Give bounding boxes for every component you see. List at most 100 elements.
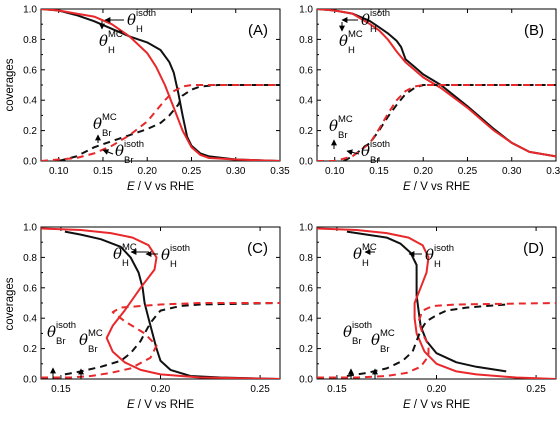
theta-superscript: MC bbox=[348, 29, 363, 40]
x-tick-label: 0.20 bbox=[137, 166, 157, 177]
theta-superscript: MC bbox=[102, 112, 117, 123]
theta-symbol: θ bbox=[361, 11, 370, 29]
theta-symbol: θ bbox=[115, 142, 124, 160]
theta-subscript: Br bbox=[102, 128, 112, 139]
theta-symbol: θ bbox=[329, 117, 338, 135]
theta-superscript: isoth bbox=[170, 243, 190, 254]
dashed-red-series bbox=[41, 302, 280, 379]
theta-subscript: Br bbox=[370, 155, 380, 166]
x-tick-label: 0.35 bbox=[546, 166, 560, 177]
panel-a: 0.0 0.2 0.4 0.6 0.8 1.0 0.10 0.15 0.20 0.25 0.30 0.… bbox=[23, 5, 290, 194]
theta-superscript: isoth bbox=[124, 139, 144, 150]
x-tick-label: 0.30 bbox=[502, 166, 522, 177]
theta-symbol: θ bbox=[79, 331, 88, 349]
x-axis-label: E / V vs RHE bbox=[403, 399, 470, 411]
dashed-red-series bbox=[317, 84, 556, 161]
y-tick-label: 1.0 bbox=[23, 5, 37, 16]
x-tick-label: 0.20 bbox=[413, 166, 433, 177]
x-tick-label: 0.10 bbox=[49, 166, 69, 177]
x-tick-label: 0.25 bbox=[526, 384, 546, 395]
solid-red-series bbox=[317, 9, 556, 158]
theta-subscript: Br bbox=[380, 344, 390, 355]
theta-superscript: MC bbox=[122, 242, 137, 253]
dashed-black-series bbox=[58, 84, 280, 161]
y-tick-label: 0.4 bbox=[23, 314, 37, 325]
theta-symbol: θ bbox=[47, 323, 56, 341]
theta-subscript: Br bbox=[88, 344, 98, 355]
theta-superscript: MC bbox=[362, 242, 377, 253]
y-tick-label: 1.0 bbox=[23, 223, 37, 234]
x-axis-label-symbol: E bbox=[403, 399, 411, 411]
panel-d: 0.0 0.2 0.4 0.6 0.8 1.0 0.15 0.20 0.25 E / V vs R… bbox=[299, 223, 557, 411]
theta-superscript: isoth bbox=[136, 8, 156, 19]
theta-symbol: θ bbox=[353, 245, 362, 263]
y-tick-label: 0.2 bbox=[299, 126, 313, 137]
x-tick-label: 0.15 bbox=[51, 384, 71, 395]
y-tick-label: 0.8 bbox=[299, 35, 313, 46]
theta-symbol: θ bbox=[425, 246, 434, 264]
y-tick-label: 0.2 bbox=[299, 344, 313, 355]
x-tick-label: 0.25 bbox=[458, 166, 478, 177]
theta-symbol: θ bbox=[343, 323, 352, 341]
solid-red-series bbox=[41, 9, 280, 161]
theta-subscript: Br bbox=[338, 130, 348, 141]
x-axis-label: E / V vs RHE bbox=[403, 181, 470, 193]
x-axis-label-symbol: E bbox=[403, 181, 411, 193]
y-tick-label: 0.4 bbox=[299, 96, 313, 107]
theta-subscript: H bbox=[362, 258, 369, 269]
y-axis-label-top: coverages bbox=[4, 58, 16, 111]
theta-subscript: H bbox=[170, 259, 177, 270]
y-tick-label: 0.4 bbox=[23, 96, 37, 107]
theta-superscript: MC bbox=[88, 328, 103, 339]
theta-subscript: H bbox=[434, 259, 441, 270]
y-tick-label: 1.0 bbox=[299, 223, 313, 234]
panel-label: (A) bbox=[248, 22, 268, 39]
theta-symbol: θ bbox=[361, 142, 370, 160]
x-tick-label: 0.30 bbox=[226, 166, 246, 177]
y-tick-label: 0.8 bbox=[299, 253, 313, 264]
theta-subscript: H bbox=[108, 45, 115, 56]
theta-symbol: θ bbox=[99, 32, 108, 50]
y-tick-label: 0.0 bbox=[299, 157, 313, 168]
y-tick-label: 0.0 bbox=[299, 375, 313, 386]
theta-subscript: H bbox=[370, 24, 377, 35]
y-tick-label: 0.4 bbox=[299, 314, 313, 325]
x-axis-label-symbol: E bbox=[127, 399, 135, 411]
theta-superscript: MC bbox=[108, 29, 123, 40]
dashed-black-series bbox=[346, 303, 507, 377]
x-axis-label-unit: / V vs RHE bbox=[411, 399, 471, 411]
panel-label: (C) bbox=[247, 240, 268, 257]
theta-superscript: isoth bbox=[352, 320, 372, 331]
y-tick-label: 0.8 bbox=[23, 35, 37, 46]
x-tick-label: 0.15 bbox=[369, 166, 389, 177]
x-axis-label-unit: / V vs RHE bbox=[135, 399, 195, 411]
x-axis-label-symbol: E bbox=[127, 181, 135, 193]
panel-label: (B) bbox=[524, 22, 544, 39]
y-axis-label-bottom: coverages bbox=[4, 277, 16, 330]
x-axis-label-unit: / V vs RHE bbox=[135, 181, 195, 193]
x-axis-label: E / V vs RHE bbox=[127, 399, 194, 411]
solid-red-series bbox=[317, 227, 556, 379]
solid-black-series bbox=[64, 230, 280, 379]
solid-red-series bbox=[41, 227, 280, 379]
x-tick-label: 0.20 bbox=[151, 384, 171, 395]
annotation-arrow bbox=[102, 149, 114, 155]
x-tick-label: 0.25 bbox=[182, 166, 202, 177]
x-tick-label: 0.20 bbox=[427, 384, 447, 395]
panel-c: 0.0 0.2 0.4 0.6 0.8 1.0 0.15 0.20 0.25 E / V vs R… bbox=[23, 223, 281, 411]
annotation-arrow bbox=[346, 149, 360, 156]
theta-symbol: θ bbox=[113, 245, 122, 263]
theta-superscript: isoth bbox=[370, 8, 390, 19]
panel-label: (D) bbox=[523, 240, 544, 257]
x-tick-label: 0.15 bbox=[327, 384, 347, 395]
y-tick-label: 0.2 bbox=[23, 344, 37, 355]
theta-subscript: Br bbox=[124, 155, 134, 166]
x-tick-label: 0.35 bbox=[270, 166, 290, 177]
y-tick-label: 0.8 bbox=[23, 253, 37, 264]
theta-superscript: MC bbox=[380, 328, 395, 339]
y-tick-label: 0.0 bbox=[23, 375, 37, 386]
y-tick-label: 0.2 bbox=[23, 126, 37, 137]
solid-black-series bbox=[41, 9, 280, 161]
theta-subscript: Br bbox=[56, 336, 66, 347]
